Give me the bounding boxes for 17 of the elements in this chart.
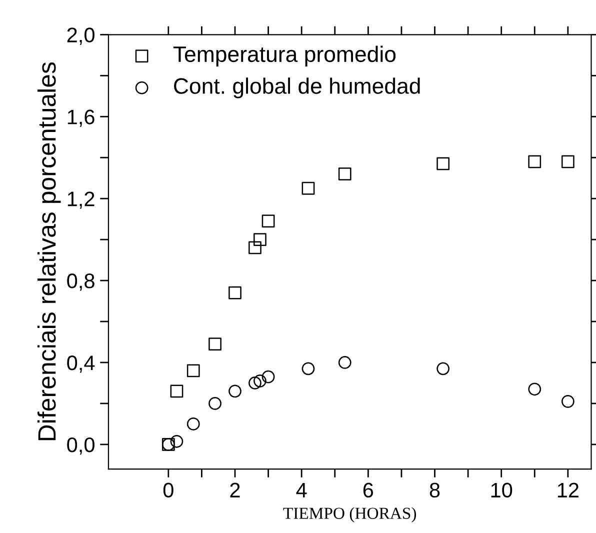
y-axis-title: Diferenciais relativas porcentuales	[37, 62, 61, 440]
legend-label: Temperatura promedio	[173, 46, 396, 66]
y-tick-label: 2,0	[67, 28, 94, 45]
x-tick-label: 12	[558, 482, 578, 498]
y-tick-label: 0,0	[67, 437, 94, 455]
x-axis-title: TIEMPO (HORAS)	[283, 507, 416, 522]
x-tick-label: 6	[363, 482, 374, 498]
x-tick-label: 8	[430, 482, 440, 498]
x-tick-label: 0	[163, 482, 174, 498]
y-tick-label: 0,4	[67, 355, 95, 373]
x-tick-label: 4	[296, 483, 307, 498]
legend-label: Cont. global de humedad	[174, 78, 420, 98]
y-tick-label: 1,6	[68, 110, 94, 127]
y-tick-label: 0,8	[67, 274, 94, 291]
y-tick-label: 1,2	[68, 192, 94, 209]
x-tick-label: 10	[491, 482, 512, 498]
x-tick-label: 2	[230, 482, 240, 498]
